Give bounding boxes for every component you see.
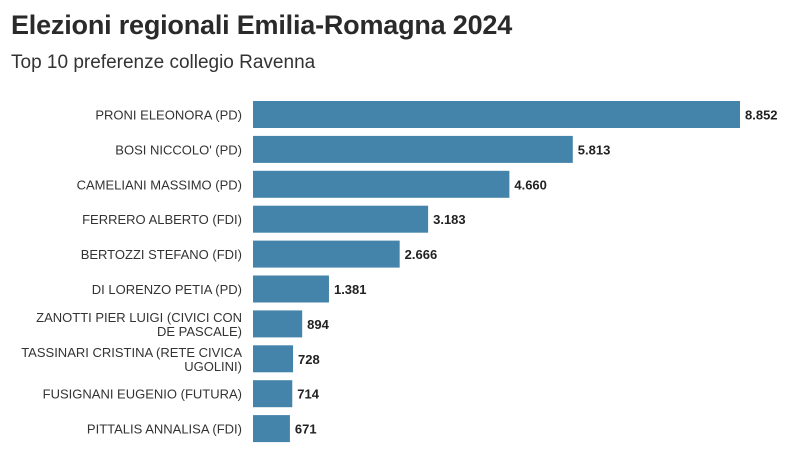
category-label-2: BOSI NICCOLO' (PD) [115,142,242,157]
category-label-6: DI LORENZO PETIA (PD) [92,282,242,297]
chart-title: Elezioni regionali Emilia-Romagna 2024 [11,10,513,40]
category-label-3: CAMELIANI MASSIMO (PD) [77,177,242,192]
bar-2 [253,135,573,163]
bar-3 [253,170,510,198]
category-label-5: BERTOZZI STEFANO (FDI) [81,247,242,262]
value-label-2: 5.813 [578,142,611,157]
value-label-9: 714 [297,387,319,402]
value-label-3: 4.660 [514,177,547,192]
bar-4 [253,205,429,233]
bar-8 [253,345,294,373]
bar-5 [253,240,400,268]
bar-9 [253,380,293,408]
value-label-6: 1.381 [334,282,367,297]
value-label-10: 671 [295,422,317,437]
category-label-4: FERRERO ALBERTO (FDI) [82,212,242,227]
category-label-1: PRONI ELEONORA (PD) [95,108,242,123]
bars-group: 8.852 PRONI ELEONORA (PD) 5.813 BOSI NICCOL… [21,101,778,443]
value-label-1: 8.852 [745,108,778,123]
chart-subtitle: Top 10 preferenze collegio Ravenna [11,52,316,73]
value-label-4: 3.183 [433,212,466,227]
bar-1 [253,101,740,128]
category-label-9: FUSIGNANI EUGENIO (FUTURA) [43,387,242,402]
bar-10 [253,415,290,443]
category-label-10: PITTALIS ANNALISA (FDI) [87,422,242,437]
bar-6 [253,275,329,303]
value-label-5: 2.666 [405,247,438,262]
category-label-8: TASSINARI CRISTINA (RETE CIVICA UGOLINI) [21,345,242,374]
value-label-7: 894 [307,317,329,332]
category-label-7: ZANOTTI PIER LUIGI (CIVICI CON DE PASCALE… [36,310,242,339]
bar-7 [253,310,303,338]
value-label-8: 728 [298,352,320,367]
